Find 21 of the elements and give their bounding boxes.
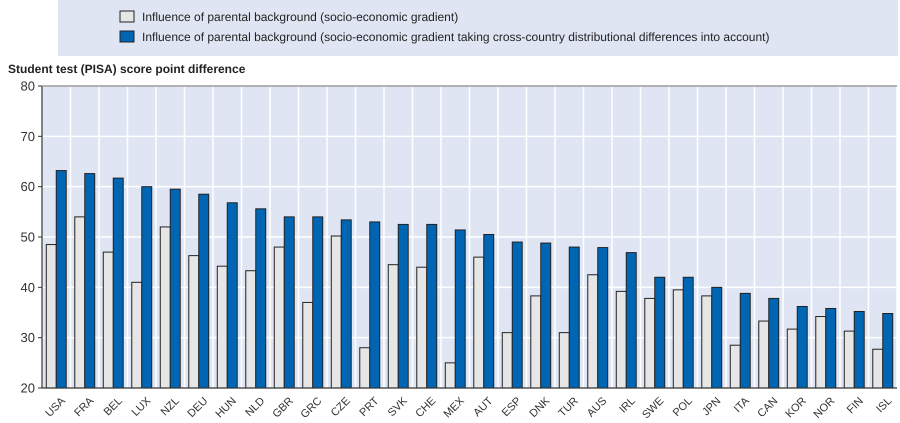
y-tick-label: 40 bbox=[20, 280, 35, 295]
legend-label: Influence of parental background (socio-economic gradient taking cross-country distributional differences into account) bbox=[142, 30, 770, 44]
x-tick-label: FIN bbox=[844, 395, 866, 416]
x-tick-label: ITA bbox=[732, 394, 752, 416]
x-tick-label: IRL bbox=[617, 395, 638, 416]
y-tick-label: 20 bbox=[20, 380, 35, 396]
x-tick-label: POL bbox=[670, 395, 695, 420]
x-tick-label: NZL bbox=[158, 395, 182, 418]
y-axis-title: Student test (PISA) score point difference bbox=[8, 62, 246, 76]
x-tick-label: BEL bbox=[102, 395, 125, 418]
x-tick-label: ISL bbox=[874, 395, 894, 416]
y-tick-label: 30 bbox=[20, 330, 35, 346]
x-tick-label: NLD bbox=[243, 395, 268, 420]
x-tick-label: TUR bbox=[556, 395, 581, 420]
y-tick-label: 60 bbox=[20, 179, 35, 194]
y-tick-label: 50 bbox=[20, 230, 35, 245]
x-tick-label: FRA bbox=[72, 394, 97, 420]
x-tick-label: USA bbox=[43, 394, 68, 420]
y-tick-label: 70 bbox=[20, 128, 35, 144]
y-tick-label: 80 bbox=[20, 78, 35, 94]
legend-label: Influence of parental background (socio-economic gradient) bbox=[142, 10, 458, 24]
